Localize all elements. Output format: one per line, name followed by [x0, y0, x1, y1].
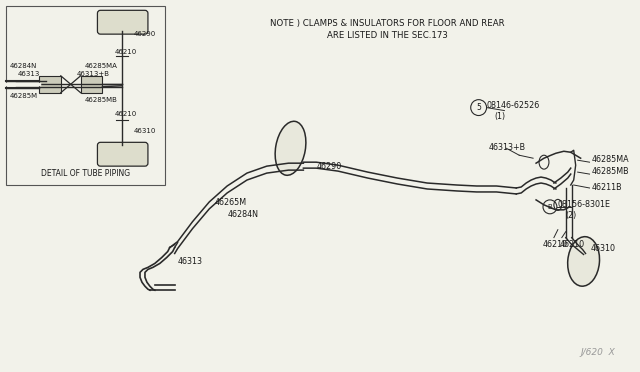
Text: 46265M: 46265M [214, 198, 246, 207]
Text: 46284N: 46284N [227, 210, 258, 219]
Text: (2): (2) [566, 211, 577, 220]
Text: 46285MB: 46285MB [591, 167, 629, 176]
Text: 46310: 46310 [591, 244, 616, 253]
Text: 46313+B: 46313+B [77, 71, 109, 77]
Bar [81, 76, 102, 93]
Text: 46290: 46290 [316, 162, 342, 171]
Text: 08146-62526: 08146-62526 [486, 101, 540, 110]
Text: 46285MA: 46285MA [591, 155, 629, 164]
Text: 5: 5 [476, 103, 481, 112]
Text: 46285MA: 46285MA [84, 63, 117, 69]
Bar [39, 76, 61, 93]
Ellipse shape [568, 237, 600, 286]
Text: 08156-8301E: 08156-8301E [558, 200, 611, 209]
Text: 46313: 46313 [17, 71, 40, 77]
Text: DETAIL OF TUBE PIPING: DETAIL OF TUBE PIPING [41, 169, 130, 178]
Text: 46284N: 46284N [10, 63, 36, 69]
Text: 46211B: 46211B [591, 183, 622, 192]
Text: 46310: 46310 [134, 128, 156, 134]
Text: (1): (1) [495, 112, 506, 121]
FancyBboxPatch shape [97, 10, 148, 34]
Ellipse shape [275, 121, 306, 175]
Text: J/620  X: J/620 X [580, 348, 615, 357]
Text: B: B [548, 204, 552, 210]
Bar [6, 6, 164, 185]
Text: 46210: 46210 [543, 240, 568, 248]
FancyBboxPatch shape [97, 142, 148, 166]
Text: 46210: 46210 [115, 49, 136, 55]
Text: 46285MB: 46285MB [84, 97, 117, 103]
Text: 46210: 46210 [115, 110, 136, 116]
Text: 46290: 46290 [134, 31, 156, 37]
Text: NOTE ) CLAMPS & INSULATORS FOR FLOOR AND REAR: NOTE ) CLAMPS & INSULATORS FOR FLOOR AND… [270, 19, 505, 28]
Text: 46210: 46210 [560, 240, 585, 248]
Text: ARE LISTED IN THE SEC.173: ARE LISTED IN THE SEC.173 [327, 31, 448, 40]
Text: 46313+B: 46313+B [488, 143, 525, 152]
Text: 46313: 46313 [178, 257, 203, 266]
Text: 46285M: 46285M [10, 93, 37, 99]
